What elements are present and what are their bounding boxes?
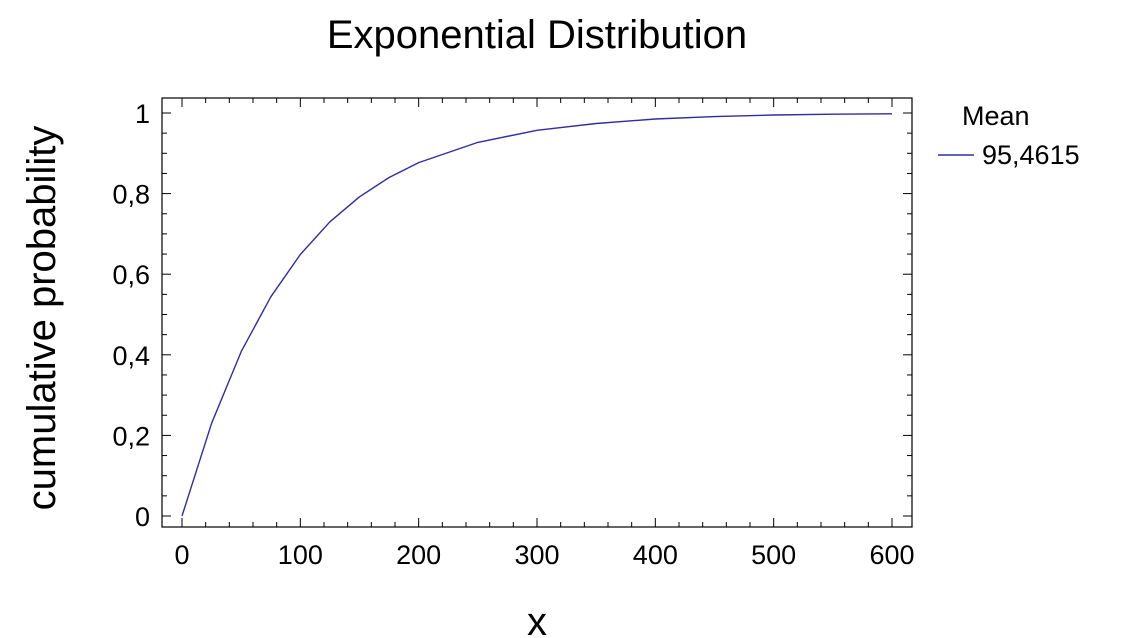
x-tick-label: 400 xyxy=(633,540,678,570)
x-tick-label: 100 xyxy=(278,540,323,570)
x-tick-label: 300 xyxy=(514,540,559,570)
plot-frame xyxy=(161,97,913,528)
x-axis-label: x xyxy=(527,600,547,638)
y-tick-label: 0,4 xyxy=(112,341,150,371)
y-tick-label: 0,6 xyxy=(112,260,150,290)
y-tick-label: 0 xyxy=(135,502,150,532)
x-tick-label: 600 xyxy=(869,540,914,570)
legend-label: 95,4615 xyxy=(982,140,1080,170)
y-tick-label: 0,8 xyxy=(112,180,150,210)
y-axis-label: cumulative probability xyxy=(20,126,64,511)
x-tick-label: 200 xyxy=(396,540,441,570)
x-tick-label: 500 xyxy=(751,540,796,570)
x-tick-label: 0 xyxy=(174,540,189,570)
y-tick-label: 1 xyxy=(135,99,150,129)
series-line xyxy=(181,113,893,517)
y-tick-label: 0,2 xyxy=(112,421,150,451)
legend-title: Mean xyxy=(962,101,1030,131)
chart-title: Exponential Distribution xyxy=(327,13,747,57)
